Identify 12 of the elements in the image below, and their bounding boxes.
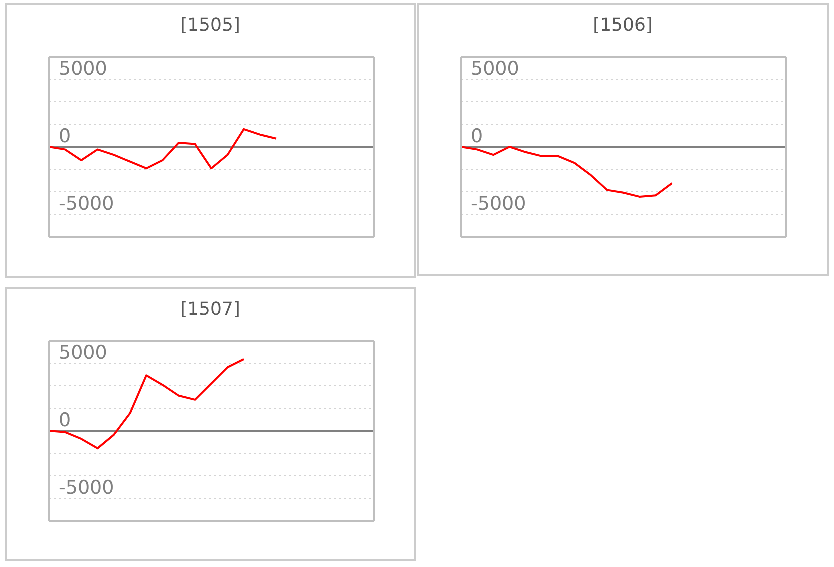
y-tick-label: 5000: [59, 58, 108, 80]
y-tick-label: 0: [471, 126, 484, 148]
y-tick-label: -5000: [59, 477, 114, 500]
chart-title: [1506]: [592, 15, 654, 36]
chart-title: [1507]: [180, 299, 242, 320]
chart-title: [1505]: [180, 15, 242, 36]
y-tick-label: -5000: [59, 193, 114, 216]
y-tick-label: 5000: [471, 58, 520, 80]
y-tick-label: 0: [59, 126, 72, 148]
y-tick-label: 0: [59, 410, 72, 432]
y-tick-label: 5000: [59, 342, 108, 364]
y-tick-label: -5000: [471, 193, 526, 216]
